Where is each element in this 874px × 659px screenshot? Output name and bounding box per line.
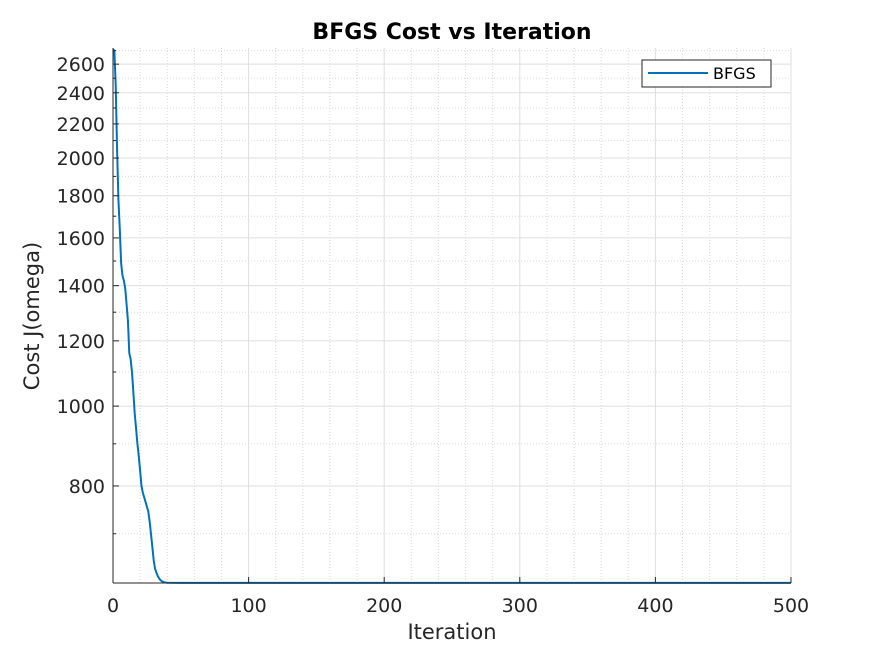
- y-tick-label: 1400: [57, 276, 105, 298]
- y-tick-label: 1200: [57, 331, 105, 353]
- minor-grid: [113, 48, 791, 583]
- ticks-layer: 0 100 200 300 400 500 800 1000 1200 1400 1600 1800 2…: [57, 50, 809, 617]
- axes-layer: [112, 48, 791, 584]
- y-tick-label: 2000: [57, 148, 105, 170]
- legend: BFGS: [641, 59, 772, 88]
- chart-title: BFGS Cost vs Iteration: [312, 20, 591, 45]
- x-axis-label: Iteration: [407, 620, 496, 644]
- plot-area: [113, 48, 791, 583]
- series-line-bfgs: [112, 48, 791, 584]
- y-tick-label: 1600: [57, 228, 105, 250]
- y-tick-label: 1800: [57, 186, 105, 208]
- x-tick-label: 300: [502, 595, 538, 617]
- x-tick-label: 200: [366, 595, 402, 617]
- y-tick-label: 800: [69, 476, 105, 498]
- legend-label-bfgs: BFGS: [713, 64, 756, 83]
- y-axis-label: Cost J(omega): [20, 242, 44, 390]
- x-tick-label: 500: [773, 595, 809, 617]
- y-tick-label: 2200: [57, 114, 105, 136]
- y-tick-label: 2400: [57, 83, 105, 105]
- y-tick-label: 2600: [57, 54, 105, 76]
- series-layer: [112, 48, 791, 584]
- x-tick-label: 400: [637, 595, 673, 617]
- x-tick-label: 100: [230, 595, 266, 617]
- y-tick-label: 1000: [57, 396, 105, 418]
- x-tick-label: 0: [107, 595, 119, 617]
